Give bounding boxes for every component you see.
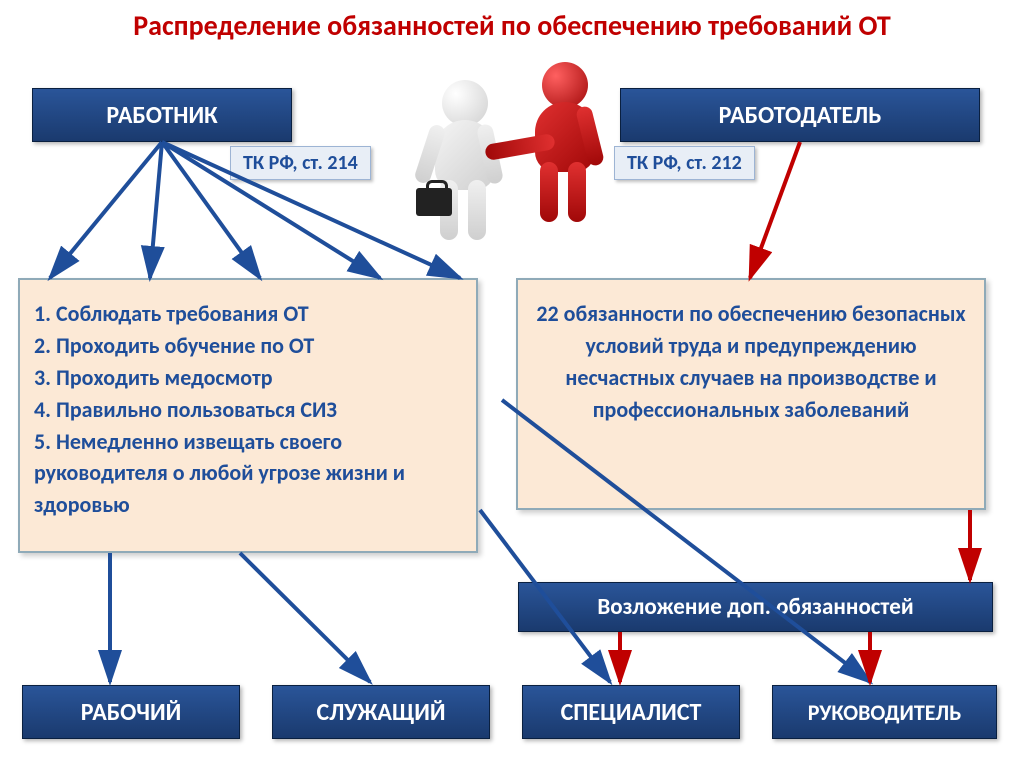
employer-duties-panel: 22 обязанности по обеспечению безопасных… [516,278,986,510]
specialist-box: СПЕЦИАЛИСТ [522,685,740,739]
law-tag-right: ТК РФ, ст. 212 [614,146,755,180]
law-tag-left: ТК РФ, ст. 214 [230,146,371,180]
page-title: Распределение обязанностей по обеспечени… [0,8,1024,43]
employer-box: РАБОТОДАТЕЛЬ [620,88,980,142]
duty-line: 4. Правильно пользоваться СИЗ [34,394,462,426]
employee-duties-panel: 1. Соблюдать требования ОТ 2. Проходить … [18,278,478,553]
employer-figure [520,62,610,222]
employee-figure [420,80,510,240]
employee-box: РАБОТНИК [32,88,292,142]
manager-box: РУКОВОДИТЕЛЬ [772,685,997,739]
worker-box: РАБОЧИЙ [22,685,240,739]
duty-line: 3. Проходить медосмотр [34,362,462,394]
duty-line: 5. Немедленно извещать своего руководите… [34,426,462,522]
clerk-box: СЛУЖАЩИЙ [272,685,490,739]
duty-line: 1. Соблюдать требования ОТ [34,298,462,330]
briefcase-icon [416,188,452,216]
additional-duties-box: Возложение доп. обязанностей [518,582,993,632]
duty-line: 2. Проходить обучение по ОТ [34,330,462,362]
